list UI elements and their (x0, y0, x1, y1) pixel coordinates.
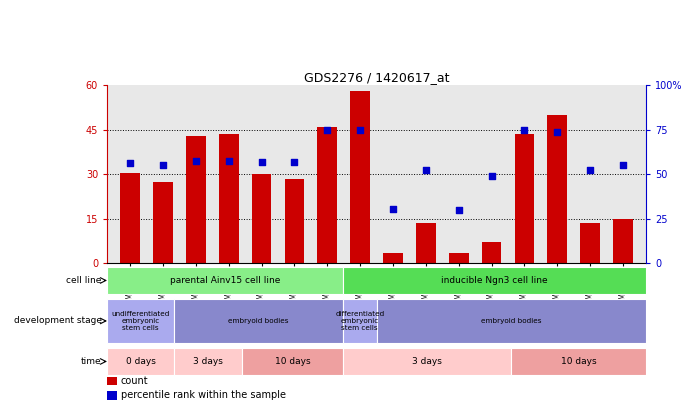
Text: 3 days: 3 days (413, 357, 442, 366)
Text: cell line: cell line (66, 276, 102, 285)
Bar (317, 127, 337, 263)
Bar (416, 223, 436, 263)
Text: differentiated
embryonic
stem cells: differentiated embryonic stem cells (335, 311, 384, 331)
Bar (511, 348, 646, 375)
Point (552, 129, 563, 136)
Bar (613, 219, 633, 263)
Bar (153, 181, 173, 263)
Bar (343, 299, 377, 343)
Bar (107, 267, 343, 294)
Bar (107, 377, 117, 386)
Text: undifferentiated
embryonic
stem cells: undifferentiated embryonic stem cells (112, 311, 170, 331)
Text: 3 days: 3 days (193, 357, 223, 366)
Bar (343, 348, 511, 375)
Text: 0 days: 0 days (126, 357, 155, 366)
Bar (547, 115, 567, 263)
Point (158, 162, 169, 168)
Text: time: time (81, 357, 102, 366)
Bar (377, 299, 646, 343)
Point (486, 173, 497, 179)
Text: inducible Ngn3 cell line: inducible Ngn3 cell line (441, 276, 548, 285)
Bar (343, 267, 646, 294)
Text: development stage: development stage (14, 316, 102, 326)
Bar (186, 136, 206, 263)
Bar (120, 173, 140, 263)
Point (289, 158, 300, 165)
Bar (174, 299, 343, 343)
Point (618, 162, 629, 168)
Bar (242, 348, 343, 375)
Bar (350, 91, 370, 263)
Point (388, 206, 399, 212)
Bar (580, 223, 600, 263)
Text: parental Ainv15 cell line: parental Ainv15 cell line (170, 276, 280, 285)
Bar (285, 179, 304, 263)
Text: 10 days: 10 days (561, 357, 596, 366)
Bar (174, 348, 242, 375)
Bar (252, 174, 272, 263)
Bar (384, 253, 403, 263)
Text: percentile rank within the sample: percentile rank within the sample (120, 390, 285, 400)
Point (322, 127, 333, 134)
Title: GDS2276 / 1420617_at: GDS2276 / 1420617_at (304, 71, 449, 84)
Point (354, 126, 366, 133)
Point (223, 158, 234, 164)
Text: embryoid bodies: embryoid bodies (481, 318, 542, 324)
Point (256, 158, 267, 165)
Point (585, 166, 596, 173)
Bar (219, 134, 238, 263)
Point (453, 207, 464, 213)
Text: 10 days: 10 days (274, 357, 310, 366)
Point (124, 160, 135, 167)
Bar (515, 134, 534, 263)
Bar (107, 299, 174, 343)
Bar (482, 243, 502, 263)
Text: embryoid bodies: embryoid bodies (229, 318, 289, 324)
Point (519, 126, 530, 133)
Bar (107, 348, 174, 375)
Text: count: count (120, 376, 148, 386)
Bar (449, 253, 468, 263)
Point (190, 158, 201, 164)
Point (420, 166, 431, 173)
Bar (107, 391, 117, 399)
